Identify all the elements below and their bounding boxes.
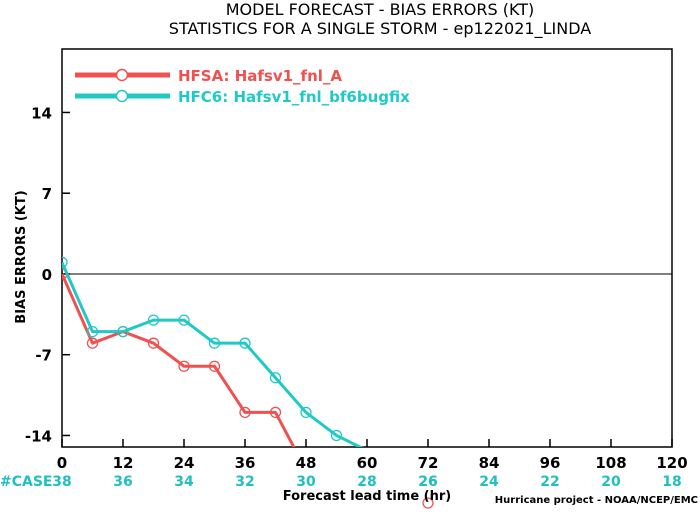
series-lines <box>62 256 434 509</box>
legend-label-1: HFC6: Hafsv1_fnl_bf6bugfix <box>178 88 410 106</box>
x-tick-label-10: 120 <box>656 454 687 472</box>
case-count-11: 18 <box>662 474 681 490</box>
y-tick-label-4: -14 <box>25 427 52 445</box>
x-axis-label: Forecast lead time (hr) <box>283 489 451 504</box>
credit-text: Hurricane project - NOAA/NCEP/EMC <box>495 495 698 506</box>
series-0-point-1 <box>86 337 99 349</box>
chart-title-line1: MODEL FORECAST - BIAS ERRORS (KT) <box>226 0 535 19</box>
legend-marker-1 <box>115 89 129 103</box>
case-count-7: 26 <box>418 474 437 490</box>
x-tick-label-2: 24 <box>174 454 195 472</box>
case-count-8: 24 <box>479 474 499 490</box>
series-1-point-7 <box>269 372 282 384</box>
series-1-point-3 <box>147 314 160 326</box>
series-0-point-7 <box>269 406 282 419</box>
x-tick-label-6: 72 <box>418 454 439 472</box>
series-0-point-3 <box>147 337 160 349</box>
y-axis-label: BIAS ERRORS (KT) <box>14 190 29 323</box>
series-1-point-0 <box>62 256 68 269</box>
series-1-point-8 <box>300 406 312 419</box>
series-0-point-6 <box>239 406 251 419</box>
x-tick-label-7: 84 <box>479 454 500 472</box>
series-0-point-4 <box>178 360 190 372</box>
legend-marker-0 <box>115 68 129 82</box>
case-count-0: 38 <box>52 474 71 490</box>
plot-frame <box>61 48 673 448</box>
case-count-10: 20 <box>601 474 621 490</box>
x-tick-label-8: 96 <box>540 454 561 472</box>
case-count-5: 28 <box>357 474 376 490</box>
stray-marker <box>422 497 434 509</box>
case-count-4: 30 <box>296 474 316 490</box>
series-1-point-5 <box>208 337 221 349</box>
series-1-point-9 <box>330 429 343 442</box>
chart-title-line2: STATISTICS FOR A SINGLE STORM - ep122021… <box>169 19 591 39</box>
x-tick-label-0: 0 <box>57 454 67 472</box>
case-count-2: 34 <box>174 474 194 490</box>
x-tick-label-4: 48 <box>296 454 317 472</box>
series-line-1 <box>62 261 364 447</box>
x-tick-label-1: 12 <box>113 454 134 472</box>
legend: HFSA: Hafsv1_fnl_A HFC6: Hafsv1_fnl_bf6bu… <box>75 67 410 106</box>
case-count-1: 36 <box>113 474 132 490</box>
series-0-point-5 <box>208 360 221 372</box>
x-tick-label-9: 108 <box>595 454 626 472</box>
case-count-6: 26 <box>418 474 437 490</box>
series-clip-group <box>62 256 364 447</box>
x-tick-label-3: 36 <box>235 454 256 472</box>
y-tick-label-2: 0 <box>42 266 52 284</box>
y-tick-label-3: -7 <box>35 347 52 365</box>
series-line-0 <box>62 273 296 447</box>
y-tick-label-0: 14 <box>31 104 52 122</box>
x-tick-label-5: 60 <box>357 454 378 472</box>
series-1-point-4 <box>178 314 190 326</box>
case-count-9: 22 <box>540 474 559 490</box>
legend-label-0: HFSA: Hafsv1_fnl_A <box>178 67 342 85</box>
case-count-3: 32 <box>235 474 254 490</box>
x-axis-ticks: 0 12 24 36 48 60 72 84 96 108 120 <box>57 439 688 472</box>
plot-border <box>61 48 673 448</box>
y-tick-label-1: 7 <box>42 185 52 203</box>
series-1-point-2 <box>117 325 129 338</box>
series-1-point-1 <box>86 325 99 338</box>
series-1-point-6 <box>239 337 251 349</box>
case-label: #CASE <box>0 474 53 490</box>
